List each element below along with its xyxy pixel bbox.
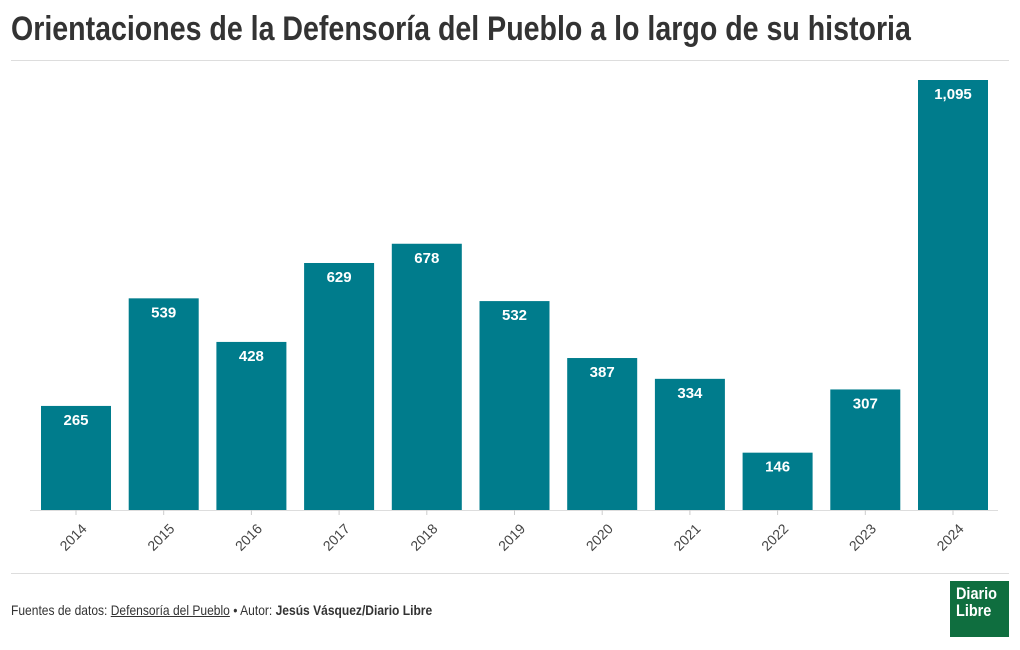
data-label: 1,095 <box>934 86 972 103</box>
x-tick-label: 2015 <box>144 520 177 553</box>
author-name: Jesús Vásquez/Diario Libre <box>275 602 433 618</box>
bar-2016 <box>216 341 287 510</box>
data-label: 307 <box>853 395 878 412</box>
bar-2022 <box>742 452 813 510</box>
data-label: 678 <box>414 250 439 267</box>
data-label: 265 <box>63 412 88 429</box>
sources-label: Fuentes de datos: <box>11 602 108 618</box>
x-tick-label: 2018 <box>407 520 440 553</box>
data-label: 539 <box>151 304 176 321</box>
data-label: 532 <box>502 307 527 324</box>
source-link[interactable]: Defensoría del Pueblo <box>110 602 230 618</box>
bar-2015 <box>128 298 199 510</box>
data-label: 146 <box>765 459 790 476</box>
footer: Fuentes de datos: Defensoría del Pueblo … <box>11 602 432 618</box>
x-tick-label: 2023 <box>846 520 879 553</box>
footer-divider <box>11 573 1009 574</box>
bar-chart: 265 2014 539 2015 428 2016 629 2017 678 2018 532 20… <box>30 80 998 554</box>
data-label: 629 <box>327 269 352 286</box>
x-tick-label: 2016 <box>232 520 265 553</box>
bar-2023 <box>830 389 901 510</box>
bar-2019 <box>479 301 550 510</box>
x-tick-label: 2017 <box>320 520 353 553</box>
x-tick-label: 2020 <box>583 520 616 553</box>
chart-title: Orientaciones de la Defensoría del Puebl… <box>11 10 911 48</box>
author-label: Autor: <box>240 602 273 618</box>
bar-2021 <box>654 378 725 510</box>
bar-2017 <box>304 262 375 510</box>
bar-2018 <box>391 243 462 510</box>
data-label: 428 <box>239 348 264 365</box>
data-label: 387 <box>590 364 615 381</box>
x-tick-label: 2019 <box>495 520 528 553</box>
data-label: 334 <box>677 385 703 402</box>
bar-2024 <box>918 80 988 510</box>
x-tick-label: 2021 <box>670 520 703 553</box>
x-tick-label: 2014 <box>56 520 89 553</box>
diario-libre-logo: Diario Libre <box>950 581 1009 637</box>
title-divider <box>11 60 1009 61</box>
x-tick-label: 2024 <box>933 520 966 553</box>
separator: • <box>233 602 238 618</box>
bar-2014 <box>41 405 111 510</box>
x-tick-label: 2022 <box>758 520 791 553</box>
bar-2020 <box>567 358 638 510</box>
